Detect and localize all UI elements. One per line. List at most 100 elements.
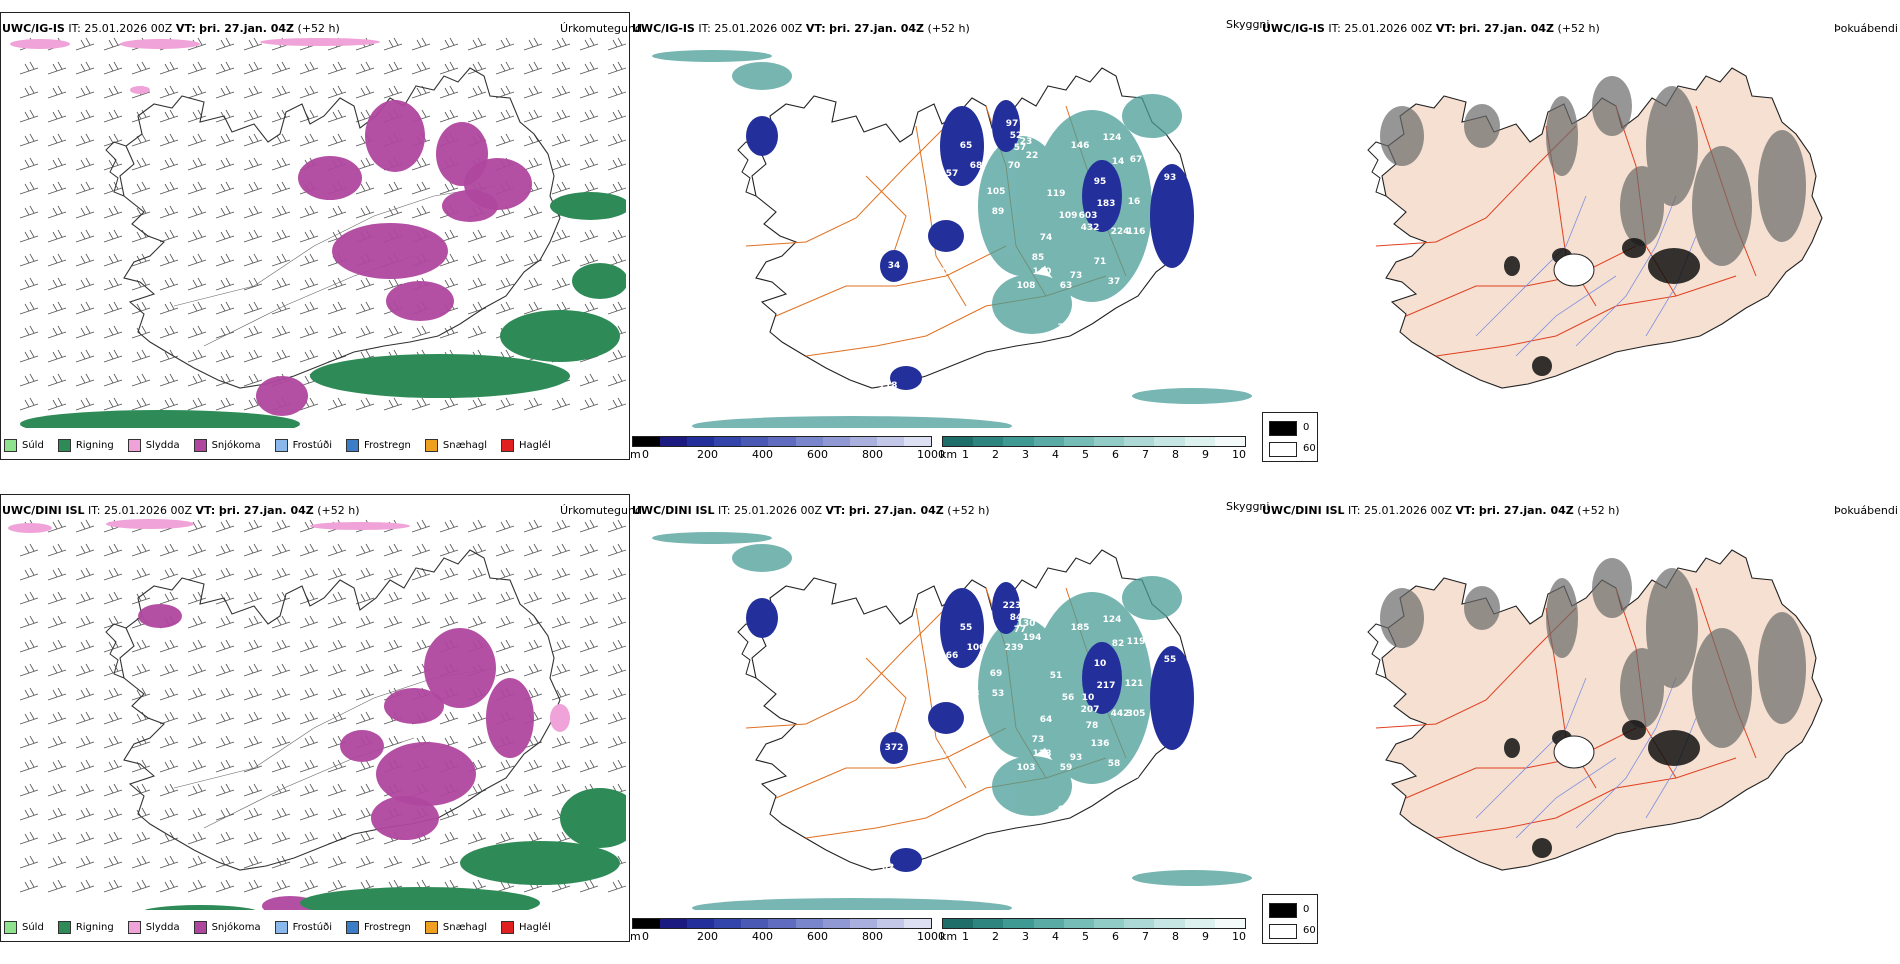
terrain-patch [928,702,964,734]
legend-item: Snjókoma [193,438,261,452]
wind-barb [75,663,95,677]
elevation-label: 95 [914,395,927,405]
wind-barb [75,735,95,749]
height-color-step [768,919,796,928]
wind-barb [159,831,179,845]
wind-barb [411,543,431,557]
wind-barb [467,519,487,533]
wind-barb [327,277,347,291]
wind-barb [495,807,515,821]
wind-barb [523,783,543,797]
fog-gray-patch [1620,648,1664,728]
wind-barb [299,639,319,653]
wind-barb [411,639,431,653]
wind-barb [131,639,151,653]
wind-barb [271,85,291,99]
wind-barb [75,253,95,267]
wind-barb [495,615,515,629]
elevation-label: 14 [1112,157,1125,167]
wind-barb [19,373,39,387]
wind-barb [75,85,95,99]
wind-barb [75,831,95,845]
snow-patch [376,742,476,806]
wind-barb [215,735,235,749]
wind-barb [159,253,179,267]
wind-barb [75,349,95,363]
terrain-patch [940,588,984,668]
wind-barb [607,85,626,99]
wind-barb [355,711,375,725]
visibility-unit: km [940,930,958,943]
wind-barb [159,543,179,557]
wind-barb [439,831,459,845]
wind-barb [131,397,151,411]
wind-barb [187,397,207,411]
wind-barb [327,711,347,725]
wind-barb [523,615,543,629]
coastline-fjords [737,623,759,679]
visibility-color-step [1184,437,1215,446]
precip-map [8,519,626,910]
wind-barb [327,591,347,605]
legend-label: Snjókoma [211,439,261,451]
wind-barb [75,157,95,171]
elevation-label: 82 [1112,639,1125,649]
wind-barb [215,61,235,75]
terrain-patch [890,848,922,872]
height-color-step [903,437,932,446]
legend-label: Snæhagl [442,439,488,451]
wind-barb [47,157,67,171]
elevation-label: 80 [1078,309,1091,319]
legend-label: Haglél [519,439,551,451]
visibility-color-step [1184,919,1215,928]
wind-barb [271,301,291,315]
wind-barb [299,567,319,581]
wind-barb [187,735,207,749]
wind-barb [187,543,207,557]
wind-barb [327,855,347,869]
coastline [119,67,561,389]
height-color-step [903,919,932,928]
wind-barb [215,879,235,893]
wind-barb [47,879,67,893]
rain-patch [20,410,300,428]
wind-barb [327,687,347,701]
elevation-label: 111 [911,877,930,887]
elevation-label: 78 [1086,721,1099,731]
legend-item: Snæhagl [424,920,487,934]
wind-barb [243,591,263,605]
wind-barb [495,567,515,581]
wind-barb [439,519,459,533]
wind-barb [19,807,39,821]
wind-barb [47,229,67,243]
wind-barb [215,133,235,147]
wind-barb [215,253,235,267]
wind-barb [355,687,375,701]
wind-barb [327,397,347,411]
fog-swatch-0 [1269,903,1297,918]
elevation-label: 146 [1071,141,1090,151]
height-color-step [633,919,661,928]
wind-barb [243,639,263,653]
coastline-fjords [1367,623,1389,679]
panel-title: UWC/IG-IS IT: 25.01.2026 00Z VT: þri. 27… [1262,22,1600,35]
wind-barb [551,543,571,557]
fog-gray-patch [1758,130,1806,242]
elevation-label: 442 [1111,709,1130,719]
wind-barb [243,373,263,387]
wind-barb [243,879,263,893]
wind-barb [243,109,263,123]
wind-barb [215,807,235,821]
wind-barb [579,133,599,147]
wind-barb [579,639,599,653]
elevation-label: 62 [1124,289,1137,299]
coastline [119,549,561,871]
wind-barb [103,229,123,243]
wind-barb [355,61,375,75]
wind-barb [523,543,543,557]
wind-barb [467,109,487,123]
wind-barb [439,711,459,725]
legend-swatch [346,438,359,452]
wind-barb [75,133,95,147]
wind-barb [327,85,347,99]
